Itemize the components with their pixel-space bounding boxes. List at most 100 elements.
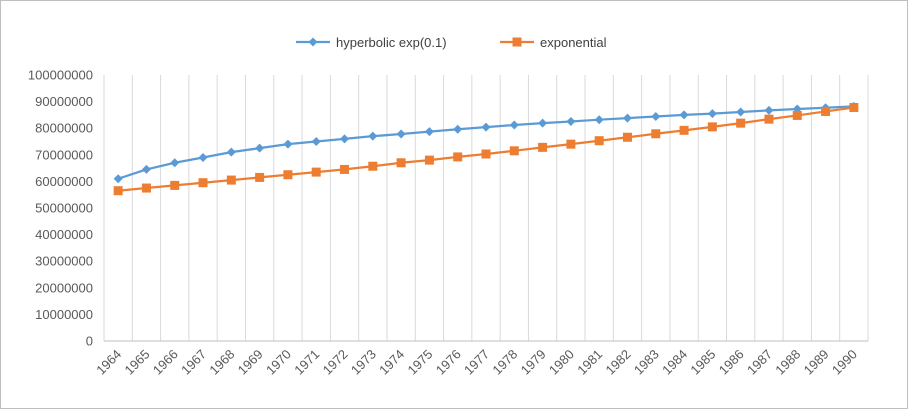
data-point (538, 142, 548, 152)
data-point (736, 107, 746, 117)
data-point (424, 127, 434, 137)
data-point (594, 115, 604, 125)
legend-item: hyperbolic exp(0.1) (296, 35, 447, 50)
x-tick-label: 1987 (744, 347, 775, 378)
data-point (651, 129, 661, 139)
y-tick-label: 90000000 (35, 94, 93, 109)
x-tick-label: 1979 (518, 347, 549, 378)
x-tick-label: 1965 (122, 347, 153, 378)
y-tick-label: 60000000 (35, 174, 93, 189)
data-point (368, 161, 378, 171)
data-point (283, 170, 293, 180)
x-tick-label: 1970 (263, 347, 294, 378)
data-point (396, 158, 406, 168)
data-point (679, 110, 689, 120)
x-tick-label: 1980 (546, 347, 577, 378)
y-tick-label: 40000000 (35, 227, 93, 242)
x-tick-label: 1969 (235, 347, 266, 378)
data-point (707, 109, 717, 119)
data-point (622, 113, 632, 123)
x-tick-label: 1973 (348, 347, 379, 378)
x-tick-label: 1977 (461, 347, 492, 378)
y-tick-label: 80000000 (35, 121, 93, 136)
data-point (340, 164, 350, 174)
data-point (566, 139, 576, 149)
data-point (424, 155, 434, 165)
data-point (113, 186, 123, 196)
y-tick-label: 70000000 (35, 147, 93, 162)
data-point (170, 158, 180, 168)
y-tick-label: 0 (86, 334, 93, 349)
x-tick-label: 1974 (376, 347, 407, 378)
y-tick-label: 50000000 (35, 201, 93, 216)
legend-marker (512, 37, 522, 47)
data-point (198, 152, 208, 162)
legend-label: exponential (540, 35, 607, 50)
data-point (651, 111, 661, 121)
legend-marker (308, 37, 318, 47)
data-point (707, 122, 717, 132)
data-point (594, 136, 604, 146)
data-point (509, 120, 519, 130)
data-point (622, 132, 632, 142)
x-tick-label: 1971 (291, 347, 322, 378)
data-point (736, 118, 746, 128)
data-point (849, 102, 859, 112)
data-point (396, 129, 406, 139)
data-point (792, 110, 802, 120)
data-point (764, 114, 774, 124)
data-point (821, 106, 831, 116)
data-point (481, 149, 491, 159)
data-point (283, 139, 293, 149)
x-tick-label: 1964 (93, 347, 124, 378)
x-tick-label: 1986 (716, 347, 747, 378)
x-tick-label: 1976 (433, 347, 464, 378)
x-tick-label: 1978 (489, 347, 520, 378)
x-tick-label: 1982 (603, 347, 634, 378)
data-point (311, 167, 321, 177)
data-point (509, 146, 519, 156)
x-tick-label: 1989 (801, 347, 832, 378)
y-tick-label: 10000000 (35, 307, 93, 322)
legend-item: exponential (500, 35, 607, 50)
x-tick-label: 1983 (631, 347, 662, 378)
data-point (453, 152, 463, 162)
data-point (198, 178, 208, 188)
data-point (368, 131, 378, 141)
data-point (141, 183, 151, 193)
data-point (566, 117, 576, 127)
y-tick-label: 30000000 (35, 254, 93, 269)
data-point (255, 143, 265, 153)
legend: hyperbolic exp(0.1) exponential (296, 35, 607, 50)
legend-label: hyperbolic exp(0.1) (336, 35, 447, 50)
x-tick-label: 1984 (659, 347, 690, 378)
x-tick-label: 1967 (178, 347, 209, 378)
y-tick-label: 100000000 (28, 68, 93, 83)
x-tick-label: 1972 (320, 347, 351, 378)
data-point (255, 172, 265, 182)
data-point (141, 164, 151, 174)
data-point (679, 125, 689, 135)
series-line-0 (117, 105, 854, 180)
x-tick-label: 1968 (206, 347, 237, 378)
data-point (481, 122, 491, 132)
data-point (538, 118, 548, 128)
x-tick-label: 1981 (574, 347, 605, 378)
gridlines (103, 75, 869, 341)
data-point (113, 174, 123, 184)
data-point (311, 137, 321, 146)
data-point (764, 105, 774, 115)
x-tick-label: 1985 (687, 347, 718, 378)
data-point (226, 147, 236, 157)
data-point (170, 180, 180, 190)
x-tick-label: 1990 (829, 347, 860, 378)
series-layer (113, 101, 859, 196)
x-tick-label: 1966 (150, 347, 181, 378)
y-tick-label: 20000000 (35, 280, 93, 295)
x-tick-label: 1988 (772, 347, 803, 378)
data-point (340, 134, 350, 144)
data-point (453, 124, 463, 134)
x-tick-label: 1975 (404, 347, 435, 378)
data-point (226, 175, 236, 185)
